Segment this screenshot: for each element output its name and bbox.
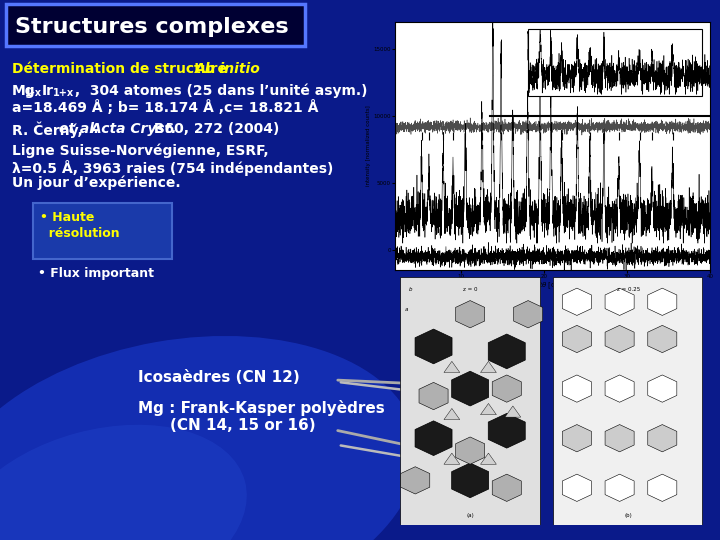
Polygon shape — [513, 301, 543, 328]
Polygon shape — [562, 326, 591, 353]
Text: a=18.469 Å ; b= 18.174 Å ,c= 18.821 Å: a=18.469 Å ; b= 18.174 Å ,c= 18.821 Å — [12, 100, 318, 115]
Polygon shape — [480, 403, 496, 415]
Polygon shape — [492, 375, 521, 402]
Polygon shape — [401, 467, 430, 494]
Text: z = 0.25: z = 0.25 — [617, 287, 640, 292]
Text: ,  304 atomes (25 dans l’unité asym.): , 304 atomes (25 dans l’unité asym.) — [70, 84, 367, 98]
Text: λ=0.5 Å, 3963 raies (754 indépendantes): λ=0.5 Å, 3963 raies (754 indépendantes) — [12, 160, 333, 176]
Polygon shape — [480, 453, 496, 464]
Polygon shape — [562, 424, 591, 452]
Ellipse shape — [0, 425, 247, 540]
Text: b: b — [409, 287, 413, 292]
Polygon shape — [456, 437, 485, 464]
Text: z = 0: z = 0 — [463, 287, 477, 292]
Bar — [528, 29, 702, 96]
Polygon shape — [415, 421, 452, 456]
Polygon shape — [605, 326, 634, 353]
Text: (CN 14, 15 or 16): (CN 14, 15 or 16) — [170, 418, 315, 433]
Polygon shape — [605, 474, 634, 502]
Polygon shape — [648, 375, 677, 402]
Polygon shape — [488, 334, 525, 369]
Text: Icosaèdres (CN 12): Icosaèdres (CN 12) — [138, 370, 300, 385]
Ellipse shape — [0, 336, 418, 540]
Polygon shape — [562, 375, 591, 402]
Text: Mg: Mg — [12, 84, 35, 98]
Polygon shape — [648, 424, 677, 452]
Text: 1+x: 1+x — [53, 88, 74, 98]
Text: a: a — [405, 307, 408, 312]
Text: et al.: et al. — [59, 122, 99, 136]
Polygon shape — [451, 463, 489, 498]
Text: (a): (a) — [467, 512, 474, 517]
Polygon shape — [605, 424, 634, 452]
FancyBboxPatch shape — [6, 4, 305, 46]
Text: Mg : Frank-Kasper polyèdres: Mg : Frank-Kasper polyèdres — [138, 400, 384, 416]
Polygon shape — [505, 406, 521, 417]
Polygon shape — [648, 474, 677, 502]
Text: Un jour d’expérience.: Un jour d’expérience. — [12, 176, 181, 191]
Text: B60, 272 (2004): B60, 272 (2004) — [149, 122, 279, 136]
X-axis label: 2$\theta$ [deg]: 2$\theta$ [deg] — [537, 281, 568, 291]
Text: Ligne Suisse-Norvégienne, ESRF,: Ligne Suisse-Norvégienne, ESRF, — [12, 144, 269, 159]
Polygon shape — [451, 371, 489, 406]
Polygon shape — [605, 375, 634, 402]
Text: Ir: Ir — [42, 84, 54, 98]
Text: • Flux important: • Flux important — [38, 267, 154, 280]
Text: Structures complexes: Structures complexes — [15, 17, 289, 37]
Polygon shape — [562, 474, 591, 502]
Polygon shape — [419, 382, 448, 410]
Polygon shape — [492, 474, 521, 502]
Polygon shape — [562, 288, 591, 315]
Polygon shape — [488, 414, 525, 448]
Text: (b): (b) — [625, 512, 633, 517]
Y-axis label: intensity [normalized counts]: intensity [normalized counts] — [366, 106, 371, 186]
Polygon shape — [456, 301, 485, 328]
Bar — [400, 277, 540, 525]
Polygon shape — [444, 453, 460, 464]
Polygon shape — [480, 361, 496, 373]
Text: 1-x: 1-x — [25, 88, 42, 98]
Polygon shape — [648, 288, 677, 315]
Text: Détermination de structure: Détermination de structure — [12, 62, 232, 76]
Bar — [552, 277, 702, 525]
Polygon shape — [444, 361, 460, 373]
Polygon shape — [415, 329, 452, 364]
Text: résolution: résolution — [40, 227, 120, 240]
Polygon shape — [444, 408, 460, 420]
Text: • Haute: • Haute — [40, 211, 94, 224]
Polygon shape — [605, 288, 634, 315]
FancyBboxPatch shape — [33, 203, 172, 259]
Text: Acta Cryst.: Acta Cryst. — [86, 122, 176, 136]
Polygon shape — [648, 326, 677, 353]
Text: R. Černý,: R. Černý, — [12, 122, 88, 138]
Text: Ab initio: Ab initio — [195, 62, 261, 76]
